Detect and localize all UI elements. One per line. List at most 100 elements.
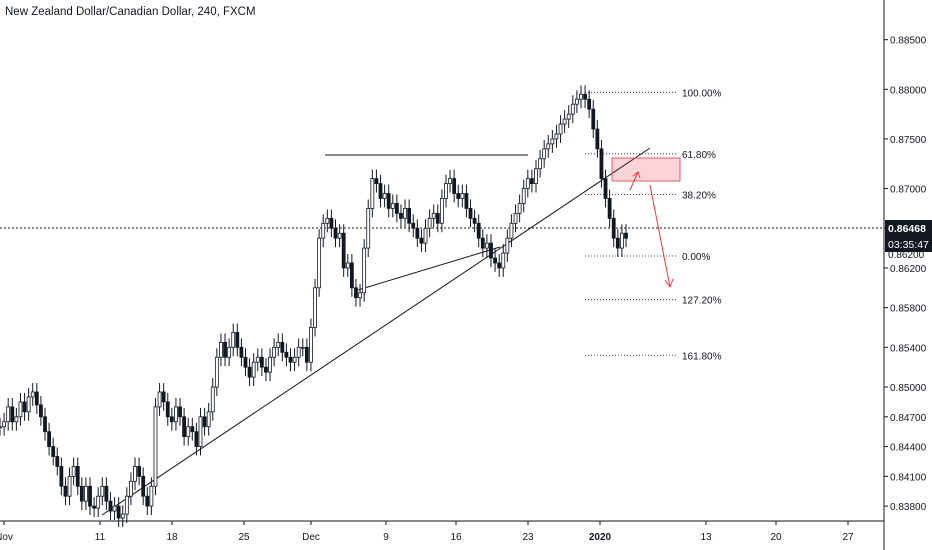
candle-body: [272, 346, 277, 358]
candle-body: [317, 237, 322, 289]
candle-body: [227, 346, 232, 358]
candle-body: [219, 341, 223, 358]
candle-body: [399, 212, 403, 219]
candle-body: [34, 391, 39, 406]
candle-body: [255, 356, 260, 363]
y-tick-label: 0.88000: [890, 85, 927, 96]
candle-body: [259, 356, 264, 368]
x-tick-label: 16: [450, 532, 462, 543]
candle-body: [309, 327, 313, 363]
candle-body: [517, 203, 522, 214]
y-tick-label: 0.84700: [890, 413, 927, 424]
candle-body: [366, 207, 371, 249]
candle-body: [493, 257, 497, 264]
candle-body: [14, 416, 19, 423]
candle-body: [386, 193, 391, 209]
candle-body: [313, 287, 317, 328]
candle-body: [419, 237, 424, 244]
candle-body: [603, 178, 608, 199]
candle-body: [26, 396, 31, 413]
candle-body: [394, 203, 399, 214]
candle-body: [300, 346, 305, 349]
candle-body: [587, 98, 592, 110]
candle-body: [358, 292, 362, 299]
candle-body: [546, 143, 551, 150]
candle-body: [611, 217, 616, 239]
candle-body: [484, 242, 489, 249]
candle-body: [550, 138, 555, 145]
candle-body: [407, 207, 412, 224]
y-tick-label: 0.87500: [890, 135, 927, 146]
candle-body: [276, 341, 281, 348]
candle-body: [174, 406, 178, 423]
candle-body: [411, 222, 416, 229]
candle-body: [202, 416, 207, 428]
current-price-label: 0.86468: [888, 223, 926, 235]
candle-body: [554, 133, 559, 140]
candle-body: [423, 227, 428, 244]
x-tick-label: 27: [842, 532, 854, 543]
candle-body: [333, 227, 338, 239]
candle-body: [243, 356, 248, 368]
candle-body: [325, 217, 330, 224]
candle-body: [460, 193, 465, 199]
candle-body: [10, 406, 15, 423]
x-tick-label: 9: [383, 532, 389, 543]
candle-body: [370, 178, 375, 209]
candle-body: [468, 207, 473, 219]
candle-body: [591, 108, 596, 130]
candle-body: [137, 466, 142, 477]
candle-body: [501, 252, 506, 269]
candle-body: [452, 178, 457, 194]
candle-body: [63, 485, 68, 497]
candle-body: [92, 505, 97, 509]
candle-body: [521, 188, 526, 204]
candle-body: [374, 178, 379, 184]
candle-body: [96, 495, 101, 509]
candle-body: [341, 232, 346, 269]
candle-body: [570, 103, 575, 115]
candle-body: [112, 505, 117, 512]
candle-body: [153, 406, 158, 487]
candle-body: [354, 287, 358, 299]
candle-body: [141, 475, 146, 497]
candle-body: [67, 475, 72, 497]
resistance-zone: [611, 157, 681, 182]
candle-body: [595, 128, 600, 150]
candle-body: [133, 466, 137, 482]
fib-level-label: 0.00%: [682, 252, 710, 263]
candle-body: [513, 212, 518, 224]
candle-body: [223, 341, 227, 358]
candle-body: [108, 500, 113, 512]
chart-title: New Zealand Dollar/Canadian Dollar, 240,…: [5, 6, 256, 18]
candle-body: [6, 406, 11, 423]
countdown-tag: [885, 236, 932, 252]
y-tick-label: 0.84100: [890, 472, 927, 483]
candle-body: [575, 98, 579, 105]
y-tick-label: 0.86200: [890, 264, 927, 275]
projection-arrow-up: [629, 171, 639, 191]
candle-body: [231, 332, 236, 348]
candle-body: [489, 242, 493, 259]
candle-body: [251, 361, 256, 378]
y-tick-label: 0.85400: [890, 343, 927, 354]
x-tick-label: Nov: [0, 532, 13, 543]
candle-body: [390, 203, 395, 209]
candle-body: [538, 158, 542, 170]
candle-body: [542, 148, 547, 160]
candle-body: [415, 227, 420, 239]
projection-arrow-down: [649, 184, 671, 288]
candle-body: [345, 262, 350, 269]
current-price-tag: [885, 220, 932, 236]
candle-body: [169, 416, 174, 423]
candle-body: [51, 446, 56, 457]
candle-body: [579, 93, 583, 100]
candle-body: [124, 495, 129, 515]
candle-body: [378, 183, 383, 199]
candle-body: [292, 356, 297, 363]
candle-body: [444, 183, 448, 199]
candle-body: [264, 366, 268, 373]
candle-body: [43, 416, 47, 433]
candle-body: [210, 386, 215, 413]
